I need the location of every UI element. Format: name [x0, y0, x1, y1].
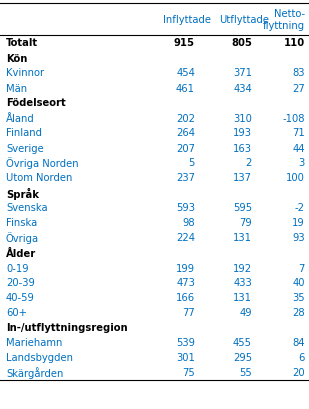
- Text: 295: 295: [233, 353, 252, 363]
- Text: Skärgården: Skärgården: [6, 366, 63, 378]
- Text: 83: 83: [293, 68, 305, 78]
- Text: 98: 98: [182, 218, 195, 228]
- Text: 131: 131: [233, 293, 252, 303]
- Text: 49: 49: [239, 308, 252, 318]
- Text: 264: 264: [176, 128, 195, 138]
- Text: 44: 44: [293, 143, 305, 153]
- Text: 454: 454: [176, 68, 195, 78]
- Text: 593: 593: [176, 203, 195, 213]
- Text: Män: Män: [6, 83, 27, 93]
- Text: 20-39: 20-39: [6, 278, 35, 288]
- Text: Kön: Kön: [6, 53, 28, 63]
- Text: 35: 35: [292, 293, 305, 303]
- Text: 71: 71: [292, 128, 305, 138]
- Text: 163: 163: [233, 143, 252, 153]
- Text: 84: 84: [293, 338, 305, 348]
- Text: Sverige: Sverige: [6, 143, 44, 153]
- Text: 433: 433: [233, 278, 252, 288]
- Text: Inflyttade: Inflyttade: [163, 15, 211, 25]
- Text: 40: 40: [293, 278, 305, 288]
- Text: 199: 199: [176, 263, 195, 273]
- Text: 19: 19: [292, 218, 305, 228]
- Text: 110: 110: [284, 38, 305, 48]
- Text: 20: 20: [292, 368, 305, 378]
- Text: 915: 915: [174, 38, 195, 48]
- Text: Åland: Åland: [6, 113, 35, 123]
- Text: 461: 461: [176, 83, 195, 93]
- Text: 40-59: 40-59: [6, 293, 35, 303]
- Text: 595: 595: [233, 203, 252, 213]
- Text: Övriga Norden: Övriga Norden: [6, 157, 78, 169]
- Text: 5: 5: [188, 158, 195, 168]
- Text: 193: 193: [233, 128, 252, 138]
- Text: 455: 455: [233, 338, 252, 348]
- Text: Födelseort: Födelseort: [6, 98, 66, 108]
- Text: Utflyttade: Utflyttade: [219, 15, 269, 25]
- Text: Landsbygden: Landsbygden: [6, 353, 73, 363]
- Text: 93: 93: [292, 233, 305, 243]
- Text: Mariehamn: Mariehamn: [6, 338, 62, 348]
- Text: 192: 192: [233, 263, 252, 273]
- Text: Utom Norden: Utom Norden: [6, 173, 72, 183]
- Text: -108: -108: [282, 113, 305, 123]
- Text: 434: 434: [233, 83, 252, 93]
- Text: -2: -2: [295, 203, 305, 213]
- Text: Totalt: Totalt: [6, 38, 38, 48]
- Text: Kvinnor: Kvinnor: [6, 68, 44, 78]
- Text: 224: 224: [176, 233, 195, 243]
- Text: Netto-
flyttning: Netto- flyttning: [263, 9, 305, 31]
- Text: 75: 75: [182, 368, 195, 378]
- Text: Ålder: Ålder: [6, 248, 36, 258]
- Text: Finska: Finska: [6, 218, 37, 228]
- Text: Övriga: Övriga: [6, 232, 39, 244]
- Text: 539: 539: [176, 338, 195, 348]
- Text: 473: 473: [176, 278, 195, 288]
- Text: 310: 310: [233, 113, 252, 123]
- Text: 7: 7: [298, 263, 305, 273]
- Text: Finland: Finland: [6, 128, 42, 138]
- Text: Språk: Språk: [6, 187, 39, 199]
- Text: 137: 137: [233, 173, 252, 183]
- Text: 166: 166: [176, 293, 195, 303]
- Text: 79: 79: [239, 218, 252, 228]
- Text: 77: 77: [182, 308, 195, 318]
- Text: 2: 2: [246, 158, 252, 168]
- Text: 100: 100: [286, 173, 305, 183]
- Text: 6: 6: [298, 353, 305, 363]
- Text: 28: 28: [292, 308, 305, 318]
- Text: 3: 3: [299, 158, 305, 168]
- Text: 237: 237: [176, 173, 195, 183]
- Text: 131: 131: [233, 233, 252, 243]
- Text: 60+: 60+: [6, 308, 27, 318]
- Text: 207: 207: [176, 143, 195, 153]
- Text: 27: 27: [292, 83, 305, 93]
- Text: 55: 55: [239, 368, 252, 378]
- Text: 805: 805: [231, 38, 252, 48]
- Text: 371: 371: [233, 68, 252, 78]
- Text: 202: 202: [176, 113, 195, 123]
- Text: 0-19: 0-19: [6, 263, 29, 273]
- Text: 301: 301: [176, 353, 195, 363]
- Text: In-/utflyttningsregion: In-/utflyttningsregion: [6, 323, 128, 333]
- Text: Svenska: Svenska: [6, 203, 48, 213]
